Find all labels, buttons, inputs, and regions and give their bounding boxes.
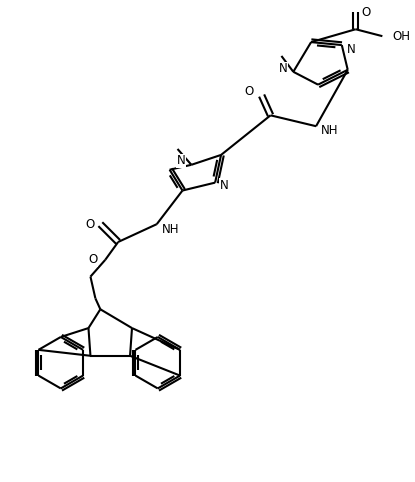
- Text: NH: NH: [162, 223, 179, 236]
- Text: N: N: [220, 179, 229, 192]
- Text: NH: NH: [321, 124, 339, 137]
- Text: OH: OH: [392, 30, 410, 43]
- Text: N: N: [177, 154, 186, 167]
- Text: N: N: [347, 42, 356, 55]
- Text: O: O: [361, 6, 371, 19]
- Text: O: O: [88, 254, 98, 266]
- Text: O: O: [85, 218, 94, 231]
- Text: O: O: [244, 85, 254, 98]
- Text: N: N: [278, 62, 287, 75]
